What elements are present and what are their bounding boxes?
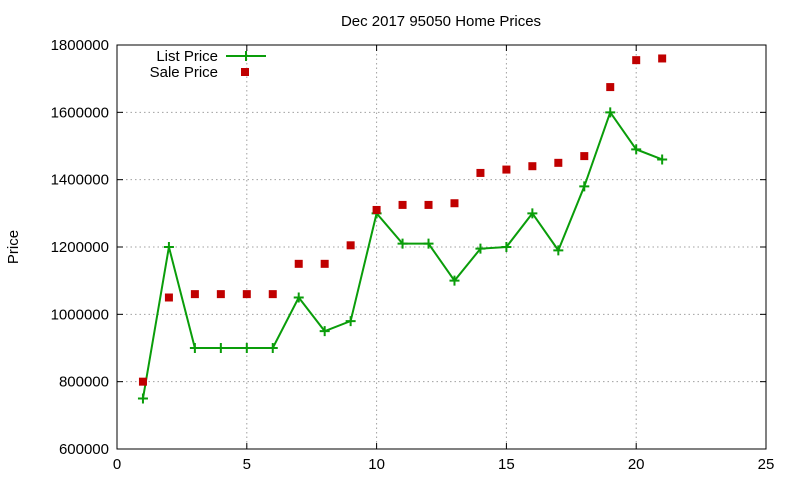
data-point bbox=[476, 168, 485, 177]
data-point bbox=[346, 241, 355, 250]
data-point bbox=[294, 259, 303, 268]
x-tick-label: 10 bbox=[368, 456, 385, 473]
data-point bbox=[657, 154, 668, 165]
data-point bbox=[215, 343, 226, 353]
data-point bbox=[138, 377, 147, 386]
data-point bbox=[553, 245, 564, 256]
data-point bbox=[319, 326, 330, 337]
data-point bbox=[580, 152, 589, 161]
axes: 0 5 10 15 20 25 600000 800000 1000000 1200000 1400… bbox=[51, 37, 775, 473]
x-tick-label: 0 bbox=[113, 456, 121, 473]
data-point bbox=[501, 242, 512, 252]
data-point bbox=[527, 208, 538, 219]
y-tick-label: 1400000 bbox=[51, 172, 109, 189]
data-point bbox=[658, 54, 667, 63]
x-tick-label: 25 bbox=[758, 456, 775, 473]
data-point bbox=[502, 165, 511, 174]
data-point bbox=[268, 290, 277, 299]
y-tick-label: 1200000 bbox=[51, 239, 109, 256]
series-0 bbox=[137, 107, 668, 404]
data-point bbox=[293, 292, 304, 303]
x-tick-label: 15 bbox=[498, 456, 515, 473]
legend-swatch-marker bbox=[241, 68, 249, 76]
y-tick-label: 1600000 bbox=[51, 104, 109, 121]
data-point bbox=[345, 316, 356, 327]
legend-label: List Price bbox=[156, 48, 218, 65]
y-axis-label: Price bbox=[5, 230, 22, 264]
data-point bbox=[579, 181, 590, 192]
data-point bbox=[475, 243, 486, 254]
data-point bbox=[449, 275, 460, 286]
chart-title: Dec 2017 95050 Home Prices bbox=[341, 13, 541, 30]
y-tick-label: 1800000 bbox=[51, 37, 109, 54]
series-layer bbox=[137, 54, 668, 404]
y-tick-label: 1000000 bbox=[51, 306, 109, 323]
data-point bbox=[424, 200, 433, 209]
data-point bbox=[423, 238, 434, 249]
data-point bbox=[606, 83, 615, 92]
data-point bbox=[450, 199, 459, 208]
data-point bbox=[320, 259, 329, 268]
legend-swatch-marker bbox=[241, 51, 251, 61]
series-1 bbox=[138, 54, 667, 386]
legend-item: Sale Price bbox=[150, 64, 249, 81]
x-tick-label: 20 bbox=[628, 456, 645, 473]
legend-label: Sale Price bbox=[150, 64, 218, 81]
y-tick-label: 800000 bbox=[59, 374, 109, 391]
data-point bbox=[632, 56, 641, 65]
data-point bbox=[397, 238, 408, 249]
data-point bbox=[398, 200, 407, 209]
data-point bbox=[267, 343, 278, 353]
data-point bbox=[137, 393, 148, 404]
data-point bbox=[190, 290, 199, 299]
data-point bbox=[605, 107, 616, 118]
legend-item: List Price bbox=[156, 48, 266, 65]
data-point bbox=[164, 293, 173, 302]
data-point bbox=[242, 290, 251, 299]
data-point bbox=[189, 343, 200, 353]
data-point bbox=[554, 158, 563, 167]
data-point bbox=[528, 162, 537, 171]
grid bbox=[117, 45, 766, 449]
data-point bbox=[372, 205, 381, 214]
y-tick-label: 600000 bbox=[59, 441, 109, 458]
x-tick-label: 5 bbox=[243, 456, 251, 473]
data-point bbox=[241, 343, 252, 353]
data-point bbox=[163, 242, 174, 252]
data-point bbox=[631, 144, 642, 155]
data-point bbox=[216, 290, 225, 299]
